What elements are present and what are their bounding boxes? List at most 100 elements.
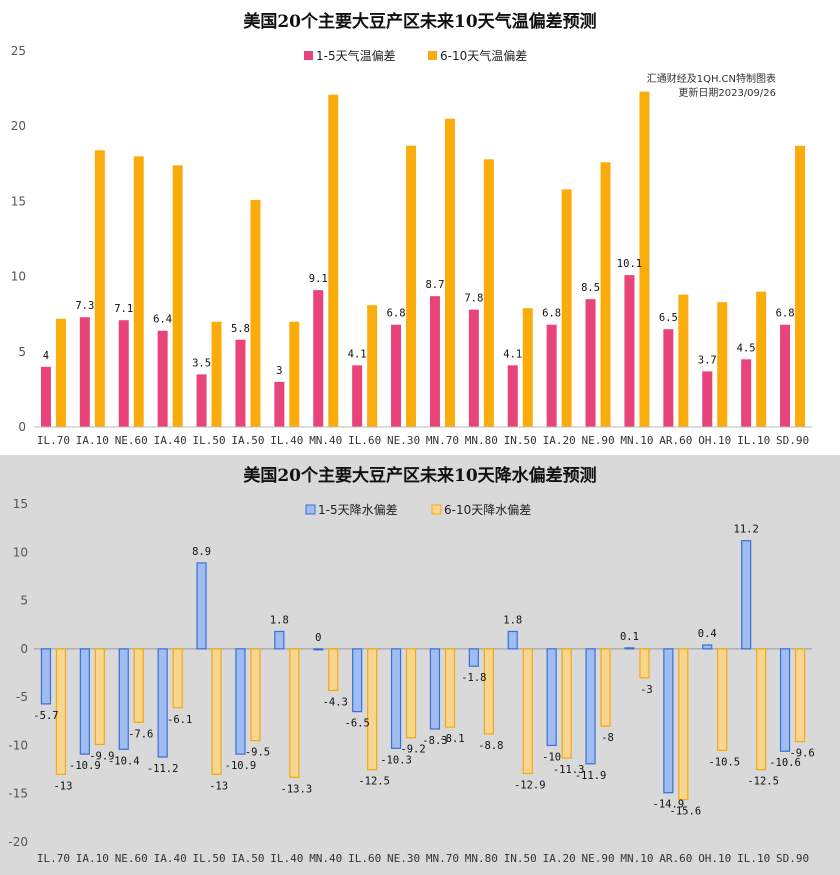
temperature-chart-svg: 美国20个主要大豆产区未来10天气温偏差预测 1-5天气温偏差 6-10天气温偏… — [11, 11, 812, 447]
x-tick-label: MN.70 — [426, 852, 459, 865]
bar-1-5-day — [741, 540, 752, 650]
bar-6-10-day — [756, 648, 767, 771]
y-tick-label: -5 — [16, 690, 28, 704]
bar-1-5-day — [313, 648, 324, 651]
bar-6-10-day — [172, 648, 183, 709]
data-label-1-5-day: 4 — [43, 350, 49, 362]
bar-1-5-day — [429, 296, 440, 427]
legend-swatch-6-10 — [428, 51, 437, 60]
data-label-6-10-day: -13 — [53, 780, 72, 792]
x-tick-label: NE.90 — [581, 434, 614, 447]
data-label-1-5-day: -10.6 — [769, 757, 801, 769]
x-tick-label: IL.10 — [737, 434, 770, 447]
bar-1-5-day — [352, 648, 363, 713]
bar-6-10-day — [55, 318, 66, 427]
bar-6-10-day — [600, 648, 611, 727]
bar-1-5-day — [663, 329, 674, 427]
x-tick-label: IL.70 — [37, 434, 70, 447]
bar-6-10-day — [367, 648, 378, 771]
bar-6-10-day — [678, 294, 689, 427]
data-label-6-10-day: -13.3 — [281, 783, 313, 795]
data-label-6-10-day: -11.3 — [553, 764, 585, 776]
bar-6-10-day — [94, 648, 105, 746]
bar-6-10-day — [794, 648, 806, 743]
x-tick-label: NE.30 — [387, 434, 420, 447]
precipitation-deviation-chart: 美国20个主要大豆产区未来10天降水偏差预测 1-5天降水偏差 6-10天降水偏… — [0, 455, 840, 875]
x-tick-label: MN.10 — [620, 434, 653, 447]
data-label-6-10-day: -12.9 — [514, 779, 546, 791]
data-label-1-5-day: 1.8 — [503, 614, 522, 626]
data-label-1-5-day: 6.4 — [153, 314, 172, 326]
data-label-1-5-day: -1.8 — [461, 672, 486, 684]
bar-1-5-day — [40, 648, 52, 705]
data-label-1-5-day: 8.7 — [425, 279, 444, 291]
x-tick-label: NE.90 — [581, 852, 614, 865]
data-label-1-5-day: 6.8 — [776, 308, 795, 320]
bar-6-10-day — [405, 648, 417, 739]
x-tick-label: MN.40 — [309, 434, 342, 447]
legend-label-1-5: 1-5天气温偏差 — [316, 48, 396, 63]
y-tick-label: -15 — [8, 787, 28, 801]
data-label-1-5-day: -10 — [542, 751, 561, 763]
bar-1-5-day — [624, 647, 635, 650]
data-label-1-5-day: 3.7 — [698, 354, 717, 366]
bar-6-10-day — [717, 648, 728, 751]
y-tick-label: -10 — [8, 738, 28, 752]
data-label-6-10-day: -9.6 — [789, 748, 814, 760]
x-tick-label: MN.80 — [465, 852, 498, 865]
bar-1-5-day — [352, 365, 363, 427]
x-tick-label: AR.60 — [659, 852, 692, 865]
data-label-1-5-day: 7.1 — [114, 303, 133, 315]
x-tick-label: IA.40 — [154, 852, 187, 865]
bar-6-10-day — [289, 321, 300, 427]
data-label-1-5-day: 1.8 — [270, 614, 289, 626]
bar-6-10-day — [756, 291, 767, 427]
data-label-1-5-day: 11.2 — [734, 524, 759, 536]
data-label-1-5-day: 4.1 — [348, 348, 367, 360]
y-tick-label: 10 — [11, 270, 26, 284]
data-label-1-5-day: 5.8 — [231, 323, 250, 335]
bar-1-5-day — [40, 366, 51, 427]
bar-1-5-day — [585, 648, 596, 765]
data-label-6-10-day: -8.1 — [439, 733, 464, 745]
legend-label-6-10: 6-10天降水偏差 — [444, 502, 531, 517]
data-label-6-10-day: -7.6 — [128, 728, 153, 740]
chart-title: 美国20个主要大豆产区未来10天气温偏差预测 — [243, 11, 596, 32]
x-tick-label: IA.10 — [76, 852, 109, 865]
data-label-1-5-day: 6.8 — [542, 308, 561, 320]
y-tick-label: 0 — [20, 642, 28, 656]
bar-6-10-day — [561, 189, 572, 427]
bar-6-10-day — [133, 648, 144, 723]
y-tick-label: 15 — [13, 497, 28, 511]
bar-6-10-day — [328, 648, 339, 691]
bar-1-5-day — [235, 339, 246, 427]
x-tick-label: MN.80 — [465, 434, 498, 447]
bar-6-10-day — [211, 648, 222, 776]
legend: 1-5天气温偏差 6-10天气温偏差 — [304, 48, 527, 63]
y-tick-label: 5 — [18, 345, 26, 359]
bar-6-10-day — [639, 648, 650, 679]
data-label-6-10-day: -8.8 — [478, 740, 503, 752]
bar-1-5-day — [429, 648, 441, 730]
bar-6-10-day — [639, 91, 650, 427]
plot-area: -5.7-13-10.9-9.9-10.4-7.6-11.2-6.18.9-13… — [33, 524, 814, 818]
data-label-6-10-day: -10.5 — [708, 756, 740, 768]
legend-swatch-1-5 — [304, 51, 313, 60]
bar-1-5-day — [118, 648, 129, 750]
x-tick-label: MN.70 — [426, 434, 459, 447]
data-label-1-5-day: 8.9 — [192, 546, 211, 558]
bar-1-5-day — [585, 299, 596, 427]
y-tick-label: 5 — [20, 594, 28, 608]
bar-1-5-day — [196, 374, 207, 427]
legend-swatch-6-10 — [431, 504, 442, 515]
data-label-6-10-day: -12.5 — [358, 776, 390, 788]
bar-6-10-day — [289, 648, 300, 778]
data-label-1-5-day: 6.8 — [387, 308, 406, 320]
data-label-6-10-day: -6.1 — [167, 714, 192, 726]
x-tick-label: IN.50 — [504, 434, 537, 447]
data-label-1-5-day: -10.9 — [69, 760, 101, 772]
bar-6-10-day — [717, 302, 728, 427]
data-label-1-5-day: 0 — [315, 632, 321, 644]
bar-6-10-day — [367, 305, 378, 427]
data-label-1-5-day: -10.3 — [380, 754, 412, 766]
